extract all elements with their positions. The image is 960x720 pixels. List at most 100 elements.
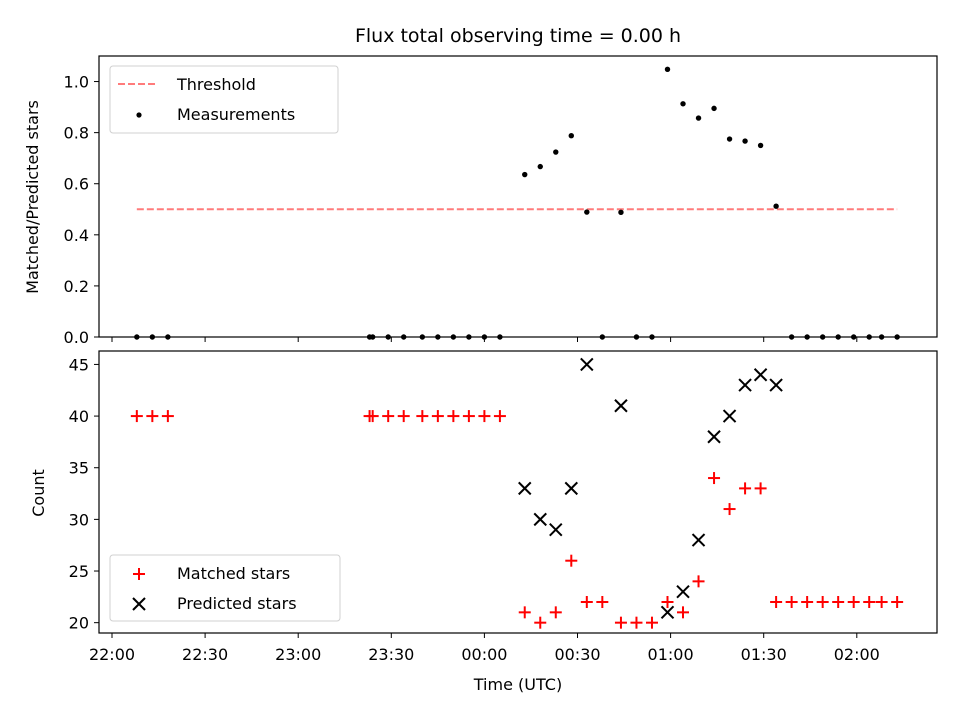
measurement-point	[835, 334, 841, 340]
matched-star-point	[875, 596, 888, 609]
matched-star-point	[565, 554, 578, 567]
bottom-panel: 20 25 30 35 40 45 22:00 22:30 23:00 23:30 00:00 00…	[29, 350, 938, 694]
matched-star-point	[832, 596, 845, 609]
measurement-point	[894, 334, 900, 340]
matched-star-point	[614, 616, 627, 629]
x-tick-label: 00:30	[554, 645, 600, 664]
matched-star-point	[397, 410, 410, 423]
matched-star-point	[580, 596, 593, 609]
legend-matched-swatch	[133, 568, 145, 580]
predicted-star-point	[518, 481, 532, 496]
matched-star-point	[478, 410, 491, 423]
top-series	[134, 66, 900, 340]
x-axis-label: Time (UTC)	[473, 675, 562, 694]
matched-star-point	[645, 616, 658, 629]
x-tick-label: 22:30	[182, 645, 228, 664]
measurement-point	[711, 105, 717, 112]
top-y-tick-label: 1.0	[64, 73, 89, 92]
predicted-star-point	[549, 522, 563, 537]
measurement-point	[497, 334, 503, 340]
x-tick-label: 22:00	[89, 645, 135, 664]
x-tick-label: 01:30	[741, 645, 787, 664]
predicted-star-point	[738, 378, 752, 392]
matched-star-point	[366, 410, 379, 423]
predicted-star-point	[769, 378, 783, 392]
top-x-axis	[111, 337, 858, 342]
measurement-point	[819, 334, 826, 340]
bottom-plot-frame	[98, 350, 938, 634]
matched-star-point	[630, 616, 643, 629]
predicted-star-point	[580, 357, 594, 372]
matched-star-point	[431, 410, 444, 423]
measurement-point	[134, 334, 140, 340]
measurement-point	[649, 334, 655, 340]
matched-star-point	[130, 410, 143, 423]
measurement-point	[878, 334, 885, 340]
legend-predicted-label: Predicted stars	[177, 594, 297, 613]
chart-title: Flux total observing time = 0.00 h	[355, 25, 681, 47]
x-tick-label: 00:00	[461, 645, 507, 664]
measurement-point	[401, 334, 407, 340]
matched-star-point	[723, 503, 736, 516]
matched-star-point	[447, 410, 460, 423]
bottom-y-tick-label: 25	[69, 562, 89, 581]
matched-star-point	[493, 410, 506, 423]
measurement-point	[419, 334, 426, 340]
measurement-point	[804, 334, 810, 340]
x-tick-label: 23:00	[275, 645, 321, 664]
measurement-point	[481, 334, 488, 340]
bottom-y-tick-label: 20	[69, 614, 89, 633]
matched-star-point	[847, 596, 860, 609]
measurement-point	[757, 142, 764, 149]
bottom-legend-frame	[109, 554, 341, 622]
x-tick-label: 23:30	[368, 645, 414, 664]
measurement-point	[664, 66, 671, 72]
legend-predicted-swatch	[132, 597, 146, 611]
matched-star-point	[161, 410, 174, 423]
measurement-point	[695, 115, 702, 121]
legend-matched-label: Matched stars	[177, 564, 290, 583]
top-legend-frame	[109, 65, 339, 134]
x-tick-label: 02:00	[834, 645, 880, 664]
matched-star-point	[462, 410, 475, 423]
legend-threshold-label: Threshold	[176, 75, 256, 94]
matched-star-point	[754, 482, 767, 495]
top-y-tick-label: 0.8	[64, 124, 89, 143]
matched-star-point	[534, 616, 547, 629]
bottom-legend: Matched stars Predicted stars	[109, 554, 341, 622]
measurement-point	[435, 334, 441, 340]
predicted-star-point	[707, 430, 721, 444]
bottom-y-tick-label: 45	[69, 355, 89, 374]
measurement-point	[466, 334, 472, 340]
predicted-star-point	[753, 368, 768, 382]
top-legend: Threshold Measurements	[109, 65, 339, 134]
top-y-tick-label: 0.6	[64, 175, 89, 194]
measurement-point	[584, 209, 590, 215]
measurement-point	[618, 209, 624, 216]
measurement-point	[385, 334, 391, 340]
legend-measurements-label: Measurements	[177, 105, 295, 124]
measurement-point	[866, 334, 872, 340]
matched-star-point	[785, 596, 798, 609]
matched-star-point	[661, 596, 674, 609]
matched-star-point	[549, 606, 562, 619]
matched-star-point	[891, 596, 904, 609]
matched-star-point	[708, 472, 721, 485]
bottom-y-tick-label: 35	[69, 459, 89, 478]
matched-star-point	[382, 410, 395, 423]
bottom-y-tick-label: 40	[69, 407, 89, 426]
predicted-star-point	[722, 409, 737, 423]
measurement-point	[850, 334, 857, 340]
predicted-star-point	[533, 512, 547, 527]
bottom-y-axis: 20 25 30 35 40 45	[69, 355, 99, 633]
measurement-point	[788, 334, 795, 340]
matched-star-point	[677, 606, 690, 619]
matched-star-point	[801, 596, 814, 609]
predicted-star-point	[660, 605, 675, 620]
bottom-y-tick-label: 30	[69, 510, 89, 529]
top-y-tick-label: 0.0	[64, 328, 89, 347]
measurement-point	[599, 334, 606, 340]
measurement-point	[680, 101, 686, 107]
top-y-axis: 0.0 0.2 0.4 0.6 0.8 1.0	[64, 73, 99, 347]
